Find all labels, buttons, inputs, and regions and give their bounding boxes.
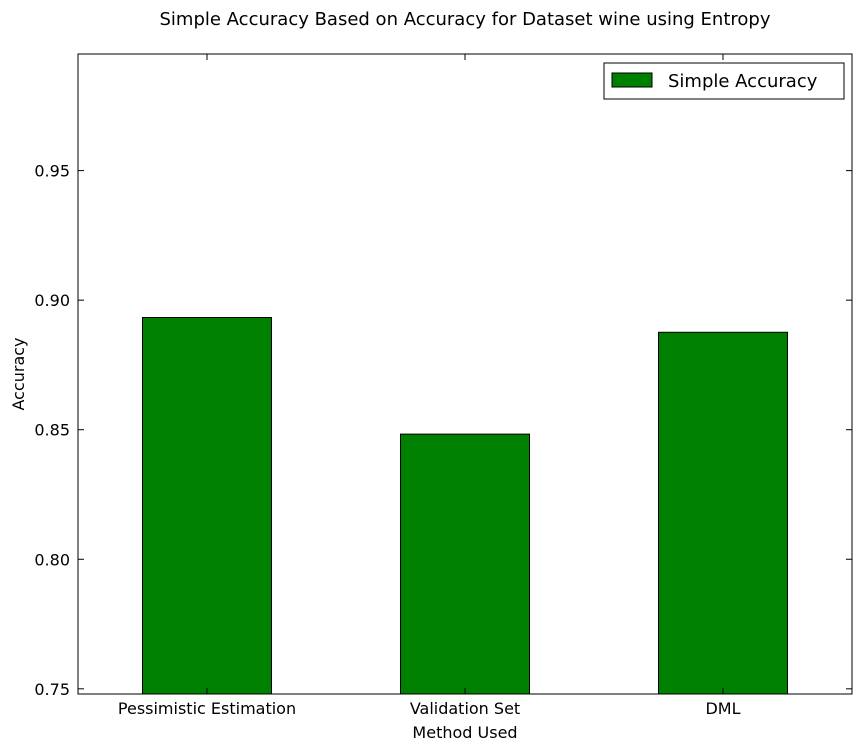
- bar-group: [142, 317, 788, 695]
- x-tick-label-1: Validation Set: [410, 699, 520, 718]
- x-tick-label-2: DML: [705, 699, 740, 718]
- y-tick-label-3: 0.90: [34, 291, 70, 310]
- chart-title: Simple Accuracy Based on Accuracy for Da…: [160, 9, 771, 30]
- y-tick-labels: 0.75 0.80 0.85 0.90 0.95: [34, 162, 70, 699]
- y-axis-label: Accuracy: [9, 337, 28, 410]
- legend-swatch: [611, 72, 653, 88]
- y-tick-label-4: 0.95: [34, 162, 70, 181]
- y-tick-label-0: 0.75: [34, 680, 70, 699]
- bar-1: [400, 433, 530, 695]
- legend-label: Simple Accuracy: [668, 71, 818, 92]
- y-tick-label-2: 0.85: [34, 421, 70, 440]
- bar-0: [142, 317, 272, 695]
- bar-2: [658, 331, 788, 695]
- x-tick-labels: Pessimistic Estimation Validation Set DML: [118, 699, 741, 718]
- plot-area: [77, 53, 853, 695]
- x-tick-label-0: Pessimistic Estimation: [118, 699, 296, 718]
- y-tick-label-1: 0.80: [34, 550, 70, 569]
- x-axis-label: Method Used: [412, 723, 517, 742]
- axis-ticks: [78, 54, 852, 694]
- legend: Simple Accuracy: [603, 62, 845, 100]
- plot-frame: [77, 53, 853, 695]
